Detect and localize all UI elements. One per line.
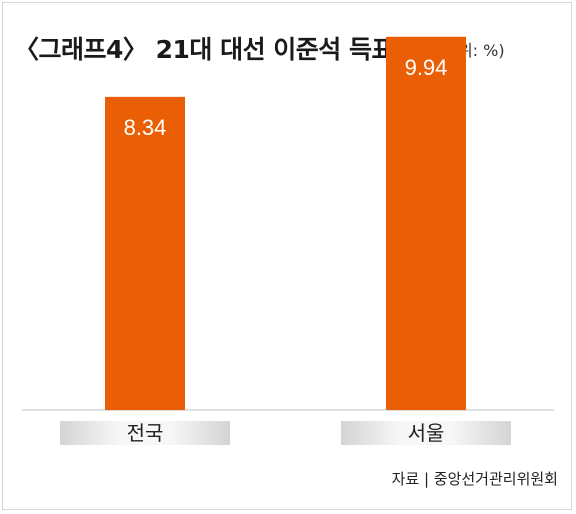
chart-frame [2,2,572,510]
bar-value-label: 9.94 [405,55,448,80]
category-label: 전국 [127,421,164,445]
category-label: 서울 [408,421,445,445]
source-note: 자료 | 중앙선거관리위원회 [391,470,558,488]
bar-2 [386,36,466,411]
chart-title: 〈그래프4〉 21대 대선 이준석 득표율 [14,35,417,64]
bar-value-label: 8.34 [124,115,167,140]
bar-1 [105,96,185,411]
category-label-background [341,421,511,445]
category-label-background [60,421,230,445]
